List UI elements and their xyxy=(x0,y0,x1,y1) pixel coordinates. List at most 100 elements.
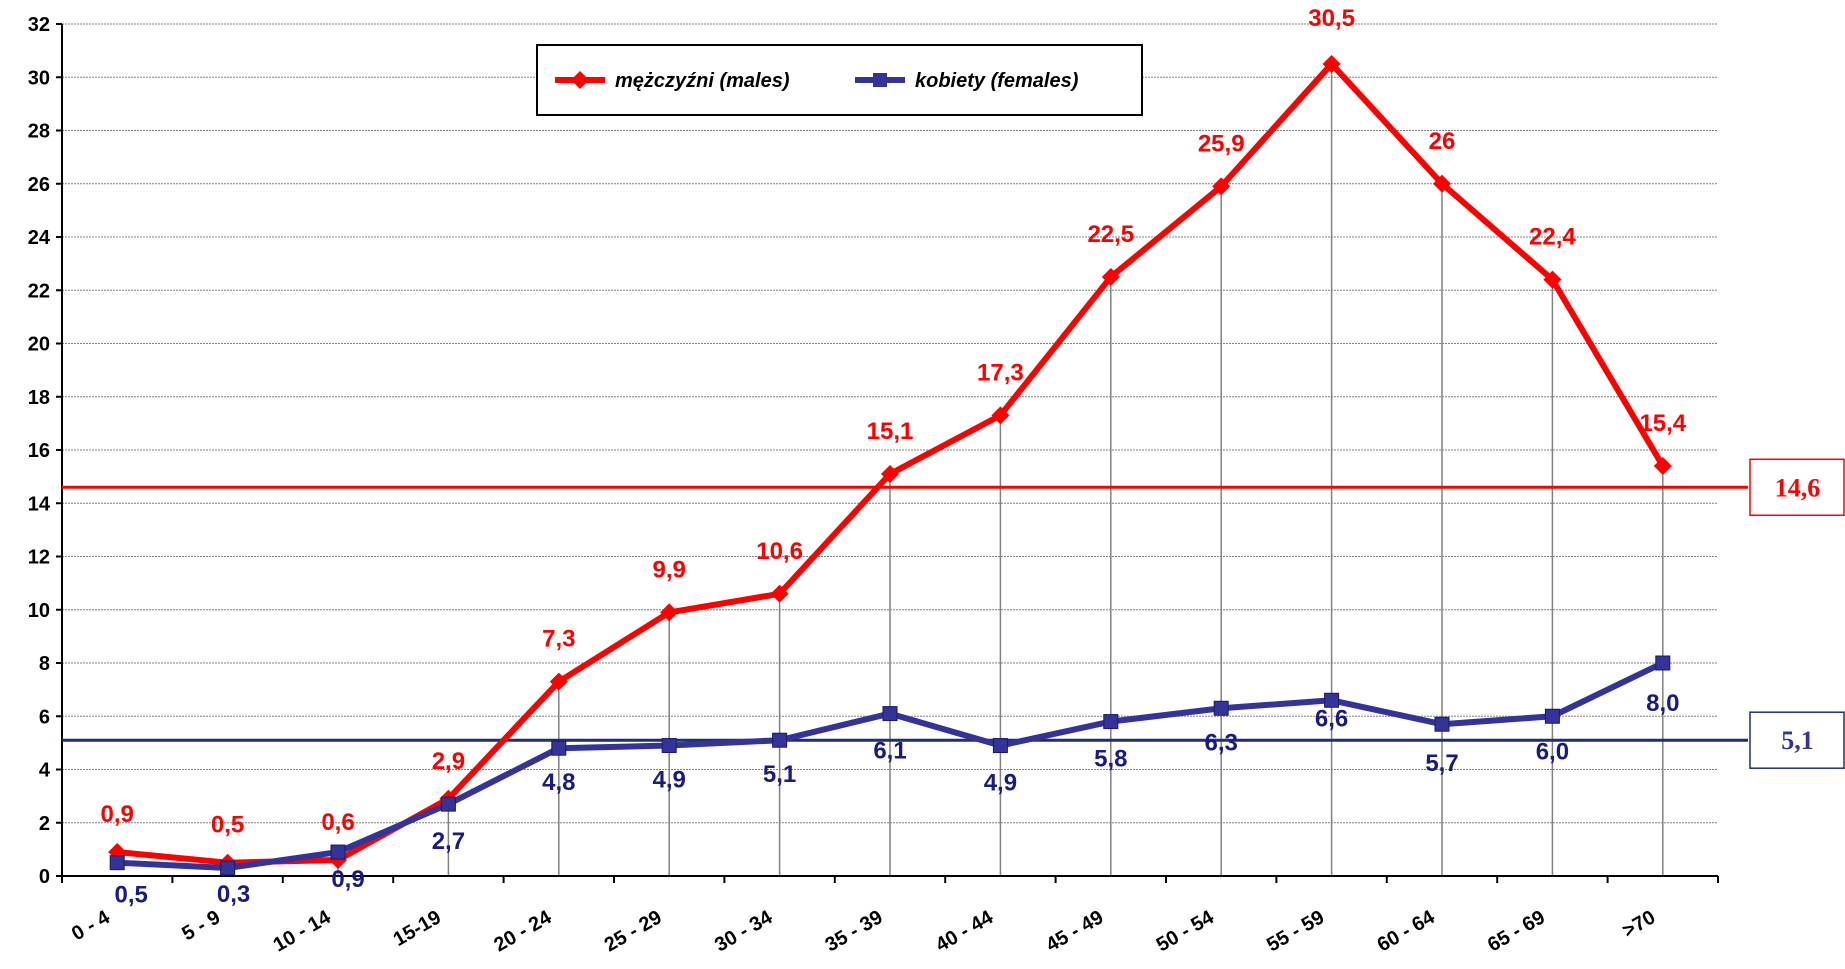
reference-label: 14,6 xyxy=(1775,473,1821,502)
data-label-females: 0,9 xyxy=(331,866,364,893)
reference-label: 5,1 xyxy=(1781,726,1814,755)
data-point xyxy=(1103,714,1119,730)
data-label-females: 6,6 xyxy=(1315,705,1348,732)
data-point xyxy=(1434,716,1450,732)
x-tick-label: 20 - 24 xyxy=(490,906,556,957)
y-tick-label: 24 xyxy=(28,227,51,249)
y-tick-label: 14 xyxy=(28,493,51,515)
data-label-males: 15,1 xyxy=(867,418,914,445)
y-tick-label: 32 xyxy=(28,14,50,36)
y-tick-label: 20 xyxy=(28,334,50,356)
data-label-males: 2,9 xyxy=(432,748,465,775)
y-tick-label: 8 xyxy=(39,653,50,675)
data-point xyxy=(330,844,346,860)
data-point xyxy=(1544,708,1560,724)
data-label-females: 6,1 xyxy=(873,738,906,765)
data-label-males: 30,5 xyxy=(1308,5,1355,32)
data-point xyxy=(440,796,456,812)
data-point xyxy=(1322,54,1341,73)
data-label-males: 0,9 xyxy=(101,801,134,828)
data-label-males: 7,3 xyxy=(542,626,575,653)
data-point xyxy=(882,706,898,722)
legend-swatch-marker xyxy=(571,71,589,89)
y-tick-label: 30 xyxy=(28,67,50,89)
data-point xyxy=(549,672,568,691)
legend-label: mężczyźni (males) xyxy=(615,70,790,92)
y-tick-label: 22 xyxy=(28,280,50,302)
data-label-males: 10,6 xyxy=(756,538,803,565)
data-point xyxy=(1101,267,1120,286)
data-point xyxy=(220,860,236,876)
data-point xyxy=(881,464,899,483)
y-tick-label: 2 xyxy=(39,813,50,835)
gridlines xyxy=(62,23,1718,876)
x-tick-label: 40 - 44 xyxy=(932,906,998,957)
x-tick-label: 15-19 xyxy=(390,906,445,951)
data-label-females: 6,3 xyxy=(1205,729,1238,756)
data-label-males: 22,4 xyxy=(1529,224,1576,251)
reference-lines: 14,6 5,1 xyxy=(62,458,1845,769)
data-label-females: 8,0 xyxy=(1646,690,1679,717)
y-tick-label: 16 xyxy=(28,440,50,462)
data-point xyxy=(109,855,125,871)
data-point xyxy=(1212,177,1231,196)
y-tick-label: 6 xyxy=(39,706,50,728)
x-tick-label: >70 xyxy=(1619,906,1659,942)
data-point xyxy=(1213,700,1229,716)
data-point xyxy=(551,740,567,756)
data-point xyxy=(1324,692,1340,708)
legend-label: kobiety (females) xyxy=(915,70,1079,92)
y-tick-label: 0 xyxy=(39,866,50,888)
data-label-females: 0,5 xyxy=(115,882,148,909)
legend-box xyxy=(536,44,1143,116)
x-tick-label: 30 - 34 xyxy=(711,906,777,957)
data-label-males: 25,9 xyxy=(1198,130,1245,157)
data-label-females: 2,7 xyxy=(432,828,465,855)
reference-label-box xyxy=(1749,711,1845,769)
data-label-females: 4,8 xyxy=(542,769,575,796)
x-tick-label: 0 - 4 xyxy=(68,906,114,946)
data-label-females: 4,9 xyxy=(984,770,1017,797)
y-tick-label: 26 xyxy=(28,174,50,196)
reference-label-box xyxy=(1749,458,1845,517)
data-label-males: 17,3 xyxy=(977,359,1024,386)
data-point xyxy=(1543,270,1562,289)
data-label-females: 5,7 xyxy=(1425,750,1458,777)
data-label-females: 6,0 xyxy=(1536,738,1569,765)
data-point xyxy=(991,406,1010,425)
data-point xyxy=(660,603,679,622)
y-tick-label: 12 xyxy=(28,547,50,569)
data-point xyxy=(1655,655,1671,671)
data-point xyxy=(772,732,788,748)
data-label-females: 5,1 xyxy=(763,761,796,788)
data-point xyxy=(661,738,677,754)
data-label-females: 4,9 xyxy=(653,767,686,794)
y-tick-label: 4 xyxy=(39,760,51,782)
data-point xyxy=(1433,174,1451,193)
legend: mężczyźni (males) kobiety (females) xyxy=(536,44,1143,116)
data-label-males: 22,5 xyxy=(1087,221,1134,248)
legend-swatch-marker xyxy=(873,73,887,87)
data-label-females: 5,8 xyxy=(1094,746,1127,773)
data-label-males: 15,4 xyxy=(1639,410,1686,437)
x-tick-label: 65 - 69 xyxy=(1484,906,1549,956)
data-label-males: 0,5 xyxy=(211,812,244,839)
data-label-males: 0,6 xyxy=(321,809,354,836)
x-tick-label: 5 - 9 xyxy=(178,906,224,945)
data-point xyxy=(770,584,789,603)
data-label-males: 9,9 xyxy=(653,556,686,583)
x-tick-label: 35 - 39 xyxy=(822,906,887,956)
data-point xyxy=(1653,456,1672,475)
x-tick-label: 45 - 49 xyxy=(1042,906,1107,956)
y-tick-label: 18 xyxy=(28,387,50,409)
x-tick-label: 25 - 29 xyxy=(601,906,666,956)
x-tick-label: 60 - 64 xyxy=(1374,906,1440,957)
data-point xyxy=(992,738,1008,754)
x-tick-label: 10 - 14 xyxy=(270,906,336,957)
data-label-males: 26 xyxy=(1429,128,1456,155)
series xyxy=(108,54,1672,876)
data-labels: 0,9 0,5 0,6 2,9 7,3 9,9 10,6 15,1 17,3 22,5 25,9 30… xyxy=(101,5,1687,909)
x-tick-label: 50 - 54 xyxy=(1153,906,1219,957)
